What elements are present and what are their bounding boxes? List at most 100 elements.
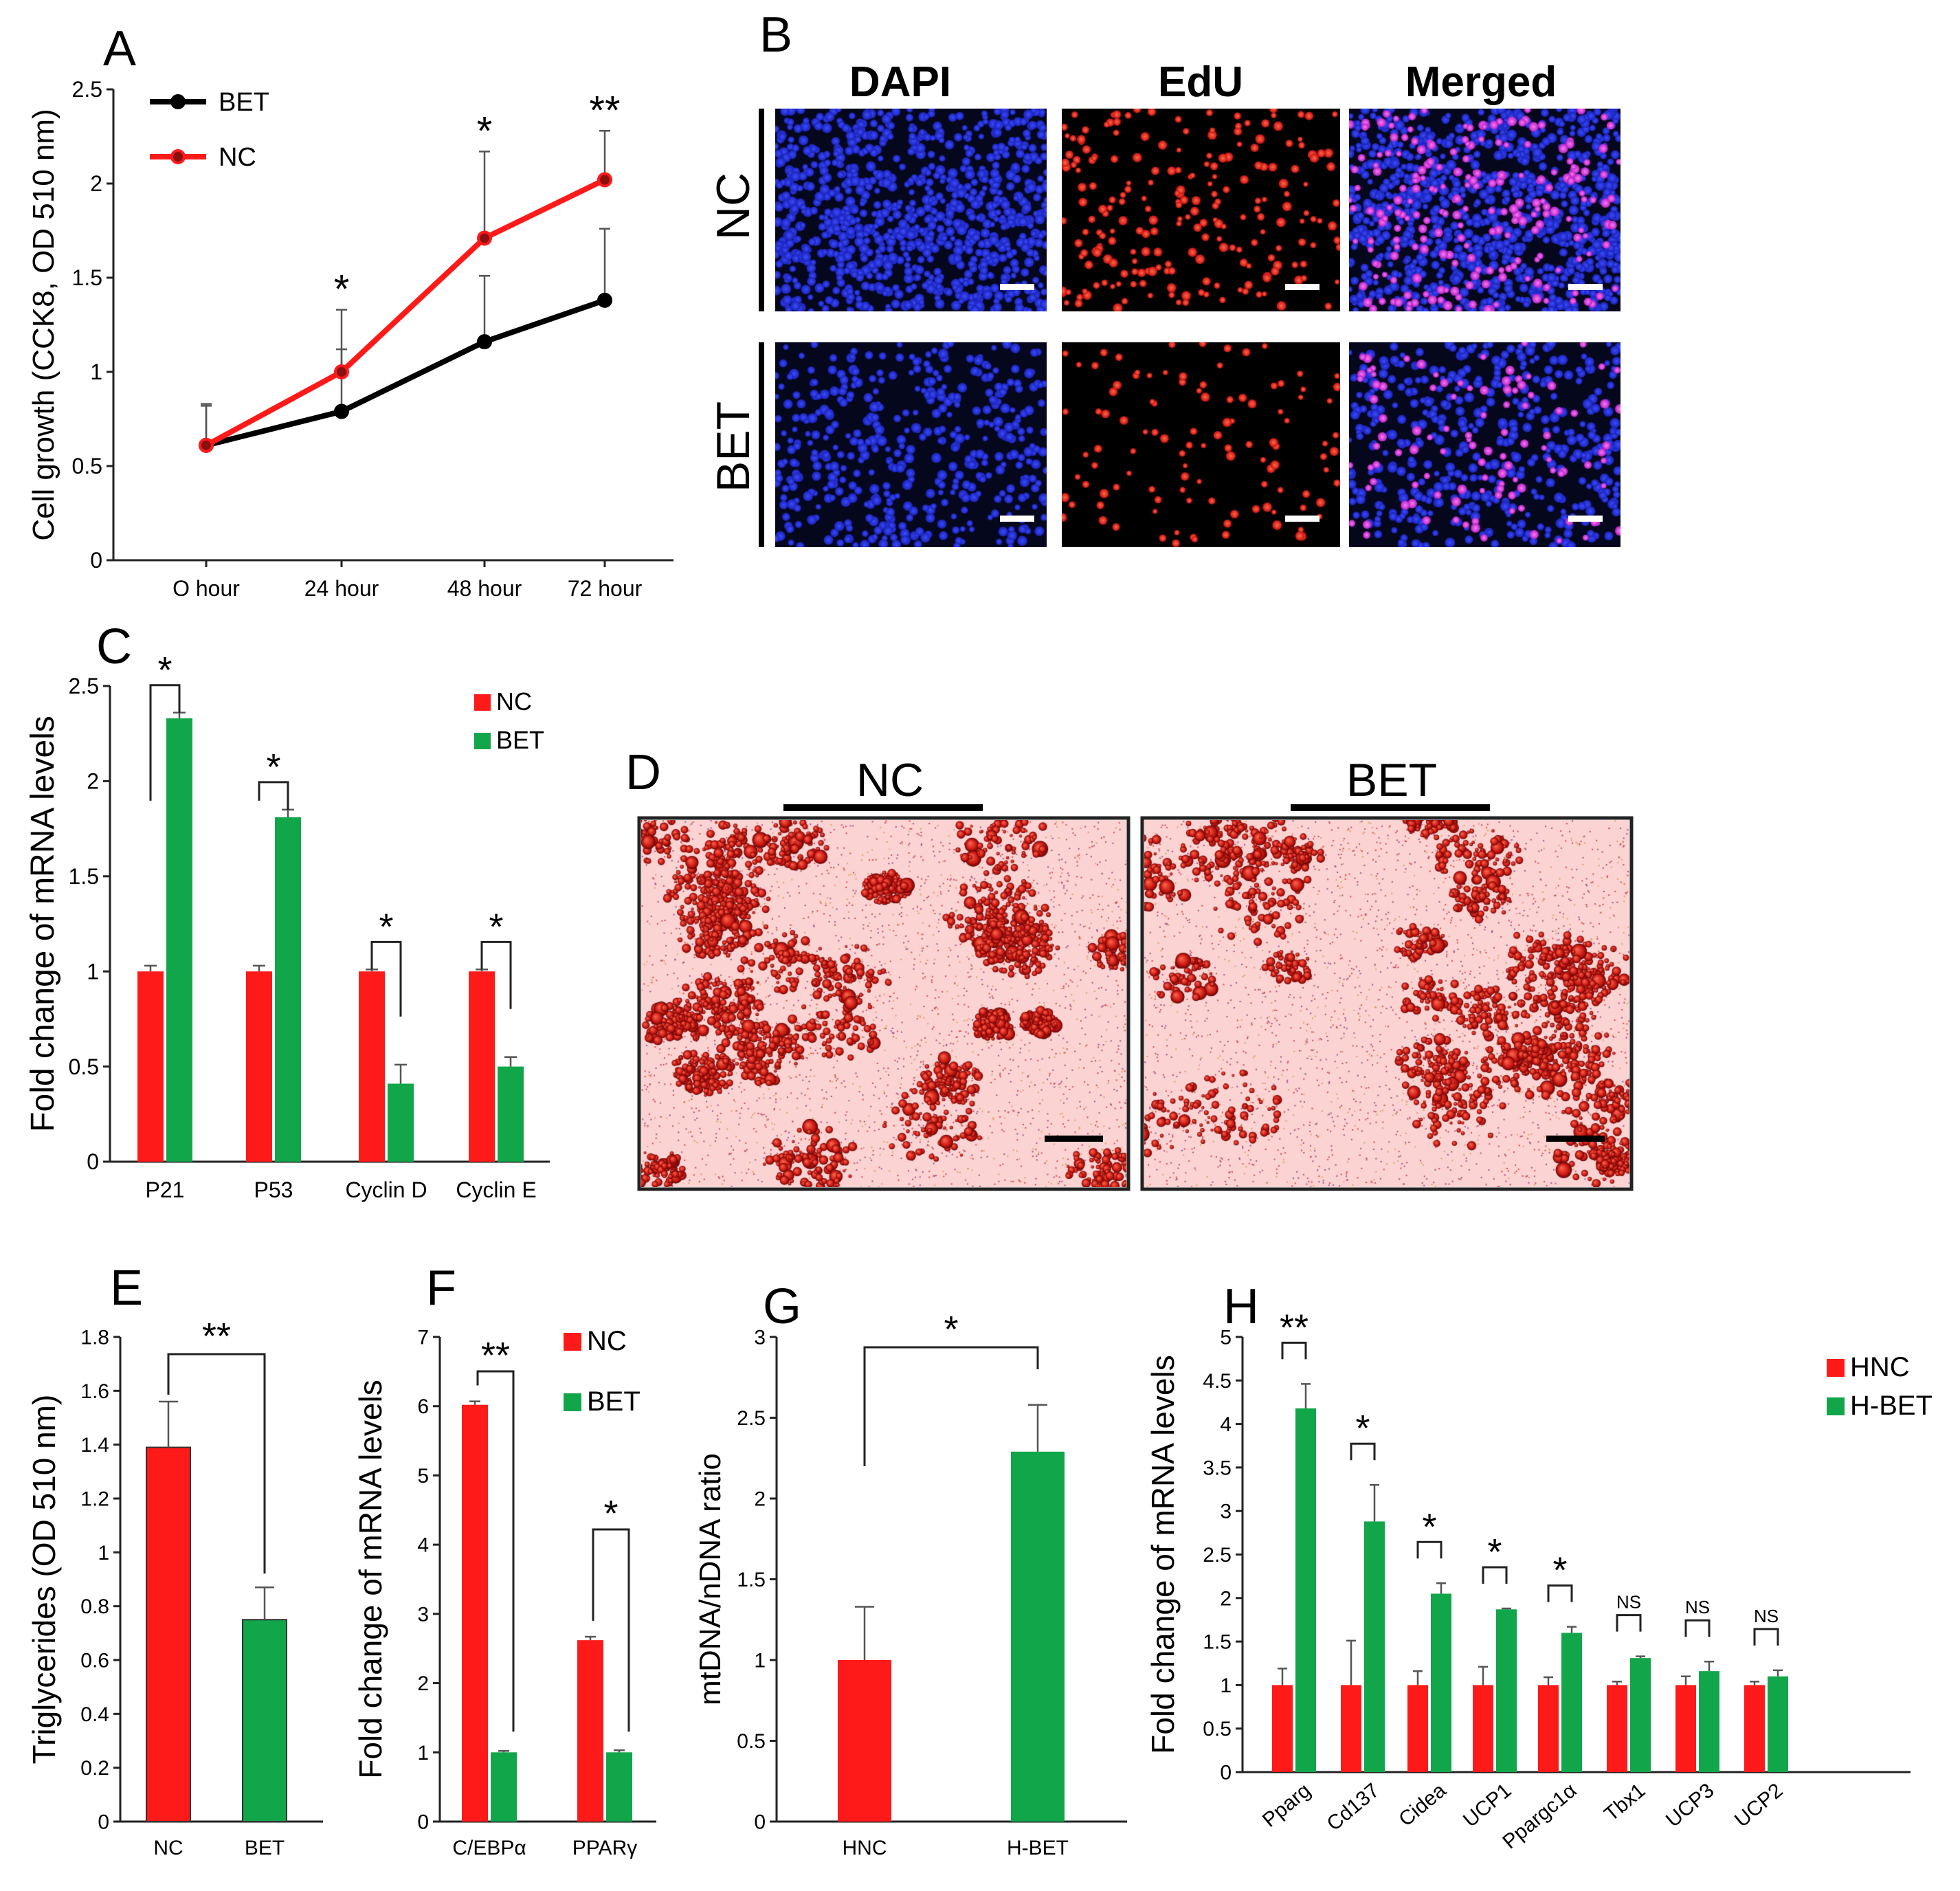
legend-label: HNC: [1850, 1352, 1910, 1382]
significance-label: *: [1422, 1506, 1436, 1547]
y-axis-title: Fold change of mRNA levels: [1145, 1355, 1181, 1754]
panel-b-col-merged: Merged: [1405, 58, 1557, 106]
significance-label: *: [266, 747, 280, 788]
panel-d-bet-oil-red-image: [1144, 820, 1629, 1187]
bar-bet: [388, 1083, 414, 1162]
significance-bracket: [149, 684, 181, 801]
x-tick-label: UCP1: [1459, 1779, 1516, 1832]
panel-b-nc-edu-image: [1062, 109, 1340, 311]
panel-d-frame-nc: [637, 816, 1131, 1191]
significance-bracket: [1616, 1614, 1642, 1632]
y-tick-label: 0: [417, 1811, 429, 1834]
bar-bet: [166, 718, 192, 1162]
y-tick-label: 2.5: [69, 674, 99, 698]
y-tick-label: 1.5: [737, 1569, 766, 1591]
panel-d-nc-oil-red-image: [641, 820, 1126, 1187]
x-tick-label: P21: [146, 1177, 185, 1202]
significance-label: *: [603, 1493, 618, 1534]
scale-bar-b1: [1000, 284, 1034, 290]
significance-bracket: [1482, 1566, 1508, 1584]
y-tick-label: 3: [417, 1603, 429, 1626]
scale-bar-d2: [1546, 1136, 1605, 1142]
y-tick-label: 2: [417, 1672, 429, 1695]
data-point-nc: [334, 364, 349, 379]
bar-bet: [275, 817, 301, 1162]
panel-b-nc-merged-image: [1349, 109, 1621, 311]
x-tick-label: 48 hour: [447, 576, 522, 601]
panel-d-bar-bet: [1291, 804, 1490, 811]
y-tick-label: 1.4: [80, 1434, 109, 1457]
legend-label: BET: [587, 1386, 641, 1417]
y-tick-label: 0: [754, 1811, 766, 1834]
y-tick-label: 4.5: [1203, 1370, 1232, 1393]
x-tick-label: C/EBPα: [452, 1837, 526, 1859]
data-point-nc: [199, 437, 214, 453]
y-tick-label: 0.8: [80, 1595, 109, 1618]
significance-bracket: [863, 1346, 1039, 1466]
legend-marker: [170, 94, 186, 109]
y-tick-label: 2: [87, 769, 99, 794]
x-tick-label: H-BET: [1007, 1837, 1069, 1859]
legend-marker: [170, 149, 186, 164]
y-tick-label: 1: [754, 1650, 766, 1672]
legend-label: NC: [219, 143, 256, 172]
y-tick-label: 0.5: [737, 1730, 766, 1753]
x-tick-label: 72 hour: [568, 576, 643, 601]
y-tick-label: 0.5: [69, 1054, 99, 1079]
chart-a-cell-growth: 0 0.5 1 1.5 2 2.5 Cell growth (CCK8, OD 510 nm…: [27, 77, 673, 601]
panel-b-bet-edu-image: [1062, 342, 1340, 547]
legend-swatch: [1827, 1397, 1845, 1415]
significance-label: *: [944, 1309, 958, 1350]
chart-h-mrna-thermogenic: 0 0.5 1 1.5 2 2.5 3 3.5 4 4.5 5 Fold change of mRNA…: [1145, 1307, 1933, 1853]
significance-bracket: [1350, 1442, 1376, 1461]
x-tick-label: Tbx1: [1600, 1779, 1649, 1826]
x-tick-label: Ppargc1α: [1498, 1779, 1581, 1853]
panel-d-frame-bet: [1140, 816, 1634, 1191]
panel-b-bet-dapi-image: [775, 342, 1047, 547]
significance-label: **: [589, 88, 620, 133]
y-tick-label: 1.5: [69, 864, 99, 889]
y-axis-title: mtDNA/nDNA ratio: [693, 1453, 727, 1705]
bar-bet: [491, 1752, 517, 1822]
panel-b-col-dapi: DAPI: [849, 58, 951, 106]
panel-letter-f: F: [426, 1261, 456, 1316]
y-tick-label: 4: [417, 1534, 429, 1557]
data-point-nc: [597, 172, 612, 188]
y-tick-label: 1: [90, 360, 102, 384]
data-point-bet: [597, 292, 612, 308]
significance-label: **: [1280, 1307, 1308, 1348]
scale-bar-b5: [1285, 516, 1319, 522]
significance-label: *: [157, 650, 172, 691]
scale-bar-b6: [1568, 516, 1603, 522]
bar-h-bet: [1295, 1408, 1316, 1772]
bar-h-bet: [1561, 1633, 1582, 1772]
significance-bracket: [1547, 1584, 1573, 1602]
x-tick-label: UCP3: [1662, 1779, 1719, 1832]
panel-letter-c: C: [96, 619, 132, 674]
significance-bracket: [167, 1353, 266, 1574]
panel-letter-e: E: [110, 1261, 143, 1316]
bar-nc: [462, 1404, 488, 1822]
data-point-bet: [334, 403, 349, 419]
y-tick-label: 3: [1220, 1501, 1232, 1523]
x-tick-label: NC: [153, 1837, 183, 1859]
significance-bracket: [480, 940, 512, 1009]
bar-nc: [137, 971, 164, 1162]
y-axis-title: Triglycerides (OD 510 nm): [26, 1395, 62, 1765]
x-tick-label: Cyclin D: [345, 1177, 427, 1202]
legend-label: NC: [496, 687, 532, 716]
bar-hnc: [1341, 1685, 1361, 1772]
y-tick-label: 5: [1220, 1327, 1232, 1349]
y-tick-label: 1.5: [72, 265, 102, 290]
legend-label: H-BET: [1850, 1391, 1933, 1421]
data-point-nc: [477, 230, 492, 246]
x-tick-label: Cd137: [1323, 1779, 1384, 1835]
legend-swatch: [564, 1333, 581, 1351]
panel-letter-a: A: [103, 21, 136, 76]
significance-label: NS: [1685, 1597, 1710, 1617]
bar-nc: [246, 971, 272, 1162]
y-tick-label: 1.8: [80, 1327, 109, 1349]
panel-letter-g: G: [763, 1279, 801, 1334]
x-tick-label: Pparg: [1258, 1779, 1315, 1832]
bar-h-bet: [1364, 1521, 1385, 1772]
